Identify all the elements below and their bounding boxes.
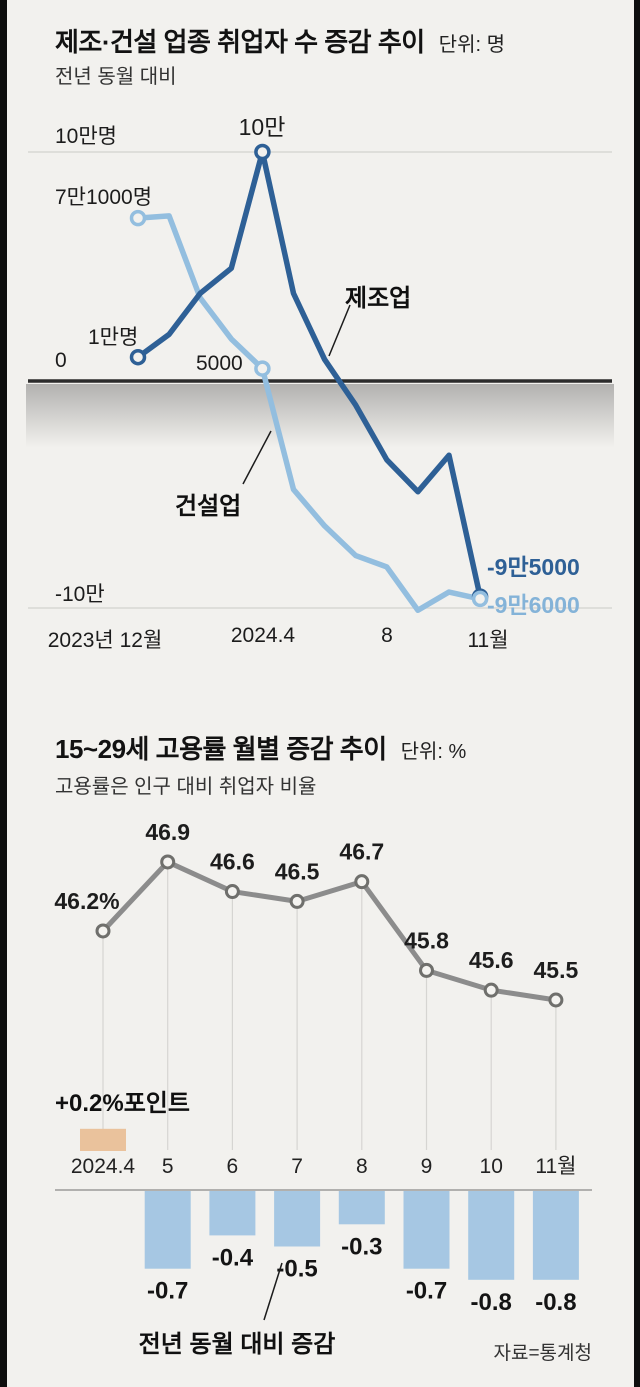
rate-value-label: 46.5 [275, 858, 320, 884]
series-marker-제조업 [129, 348, 147, 366]
x-tick-2023-12: 2023년 12월 [47, 629, 163, 652]
manufacturing-start-label: 1만명 [88, 326, 139, 349]
series-marker-제조업 [254, 143, 271, 161]
negative-bar [338, 1191, 385, 1225]
negative-bar [532, 1191, 579, 1280]
left-edge-bar [0, 0, 7, 1387]
y-axis-bottom-label: -10만 [55, 583, 105, 606]
rate-value-label: 46.7 [339, 839, 384, 865]
bar-value-label: -0.7 [147, 1278, 188, 1305]
employment-rate-line [100, 859, 559, 1003]
chart2-x-tick: 7 [291, 1155, 303, 1178]
rate-value-label: 45.6 [469, 947, 514, 973]
bar-value-label: -0.8 [471, 1289, 512, 1316]
chart2-x-tick: 11월 [535, 1155, 576, 1178]
rate-marker [548, 992, 564, 1008]
chart1-title: 제조·건설 업종 취업자 수 증감 추이 [55, 27, 425, 57]
x-tick-aug: 8 [381, 624, 393, 647]
rate-marker [95, 923, 111, 939]
chart1-subtitle: 전년 동월 대비 [55, 66, 177, 88]
negative-bar [209, 1191, 256, 1236]
peak-value-label: 10만 [238, 114, 286, 140]
positive-bar-label: +0.2%포인트 [55, 1090, 190, 1117]
negative-bar [403, 1191, 450, 1269]
negative-bar [468, 1191, 515, 1280]
negative-bar [144, 1191, 191, 1269]
chart2-unit-label: 단위: % [400, 741, 467, 763]
rate-value-label: 46.2% [54, 888, 119, 914]
chart2-title: 15~29세 고용률 월별 증감 추이 [55, 734, 387, 764]
rate-marker [224, 884, 240, 900]
rate-marker [160, 854, 176, 870]
manufacturing-end-label: -9만5000 [487, 554, 580, 580]
series-marker-건설업 [471, 590, 489, 608]
chart2-header: 15~29세 고용률 월별 증감 추이 단위: % [55, 729, 466, 766]
x-tick-nov: 11월 [467, 629, 509, 652]
rate-value-label: 45.5 [534, 957, 579, 983]
bar-value-label: -0.3 [341, 1233, 382, 1260]
bar-value-label: -0.8 [535, 1289, 576, 1316]
source-credit: 자료=통계청 [493, 1343, 593, 1364]
rate-marker [354, 874, 370, 890]
rate-value-label: 46.9 [145, 819, 190, 845]
bar-caption: 전년 동월 대비 증감 [138, 1331, 336, 1358]
chart2-x-tick: 10 [480, 1155, 503, 1178]
positive-bar [80, 1128, 126, 1151]
chart2-x-tick: 9 [421, 1155, 433, 1178]
y-axis-zero-label: 0 [55, 349, 67, 372]
construction-series-label: 건설업 [175, 493, 242, 520]
zero-line-shadow [26, 384, 614, 448]
chart2-x-tick: 8 [356, 1155, 368, 1178]
rate-marker [419, 962, 434, 978]
bar-value-label: -0.7 [406, 1278, 447, 1305]
x-tick-2024-4: 2024.4 [230, 624, 296, 647]
series-line-제조업 [135, 149, 483, 600]
rate-value-label: 45.8 [404, 927, 449, 953]
construction-april-label: 5000 [196, 352, 243, 375]
negative-bar [274, 1191, 321, 1247]
series-marker-건설업 [129, 209, 147, 227]
series-marker-제조업 [471, 588, 489, 605]
series-marker-건설업 [254, 360, 271, 377]
y-axis-top-label: 10만명 [55, 125, 117, 148]
manufacturing-series-label: 제조업 [345, 285, 412, 312]
rate-marker [289, 893, 305, 909]
chart2-x-tick: 6 [227, 1155, 239, 1178]
bar-value-label: -0.5 [276, 1256, 317, 1283]
bar-value-label: -0.4 [212, 1244, 254, 1271]
rate-value-label: 46.6 [210, 849, 255, 875]
construction-start-label: 7만1000명 [55, 186, 153, 209]
chart1-unit-label: 단위: 명 [438, 34, 505, 56]
chart2-x-tick: 5 [162, 1155, 174, 1178]
right-edge-bar [634, 0, 640, 1387]
chart2-subtitle: 고용률은 인구 대비 취업자 비율 [55, 776, 317, 798]
construction-end-label: -9만6000 [487, 592, 580, 618]
chart1-header: 제조·건설 업종 취업자 수 증감 추이 단위: 명 [55, 22, 505, 59]
rate-marker [483, 982, 499, 998]
caption-callout-line [263, 1262, 283, 1321]
chart2-x-tick: 2024.4 [71, 1155, 136, 1178]
